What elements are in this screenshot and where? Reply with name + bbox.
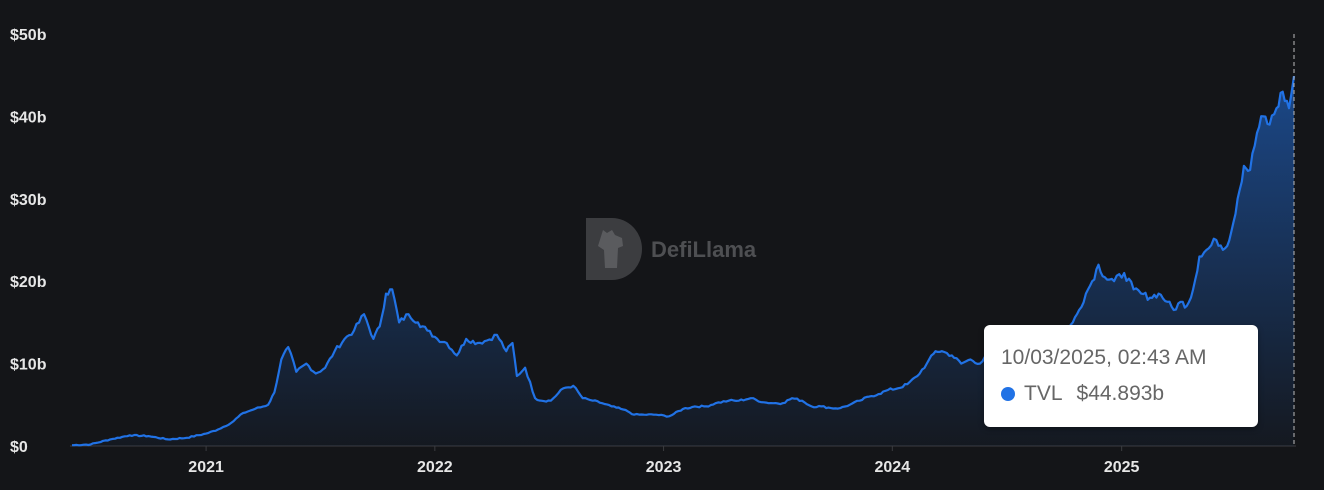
x-axis: 2021 2022 2023 2024 2025 — [70, 445, 1296, 476]
x-tick-label: 2024 — [875, 459, 911, 476]
y-tick-label: $30b — [10, 192, 47, 209]
x-tick-label: 2023 — [646, 459, 682, 476]
tooltip-date: 10/03/2025, 02:43 AM — [1001, 346, 1207, 369]
y-axis: $0 $10b $20b $30b $40b $50b — [10, 27, 47, 456]
tooltip-value: $44.893b — [1076, 382, 1165, 405]
series-color-dot — [1001, 387, 1015, 401]
y-tick-label: $10b — [10, 357, 47, 374]
y-tick-label: $40b — [10, 109, 47, 126]
tvl-series-line — [71, 75, 1296, 447]
defillama-watermark: DefiLlama — [586, 218, 757, 280]
y-tick-label: $0 — [10, 439, 28, 456]
x-tick-label: 2021 — [188, 459, 224, 476]
x-tick-label: 2025 — [1104, 459, 1140, 476]
watermark-text: DefiLlama — [651, 237, 757, 262]
tooltip-series-name: TVL — [1024, 382, 1063, 405]
tooltip: 10/03/2025, 02:43 AM TVL $44.893b — [984, 325, 1258, 427]
llama-head-icon — [598, 230, 623, 268]
y-tick-label: $50b — [10, 27, 47, 44]
x-tick-label: 2022 — [417, 459, 453, 476]
tooltip-row: TVL $44.893b — [1001, 381, 1242, 407]
y-tick-label: $20b — [10, 274, 47, 291]
tvl-area-fill — [72, 76, 1294, 446]
